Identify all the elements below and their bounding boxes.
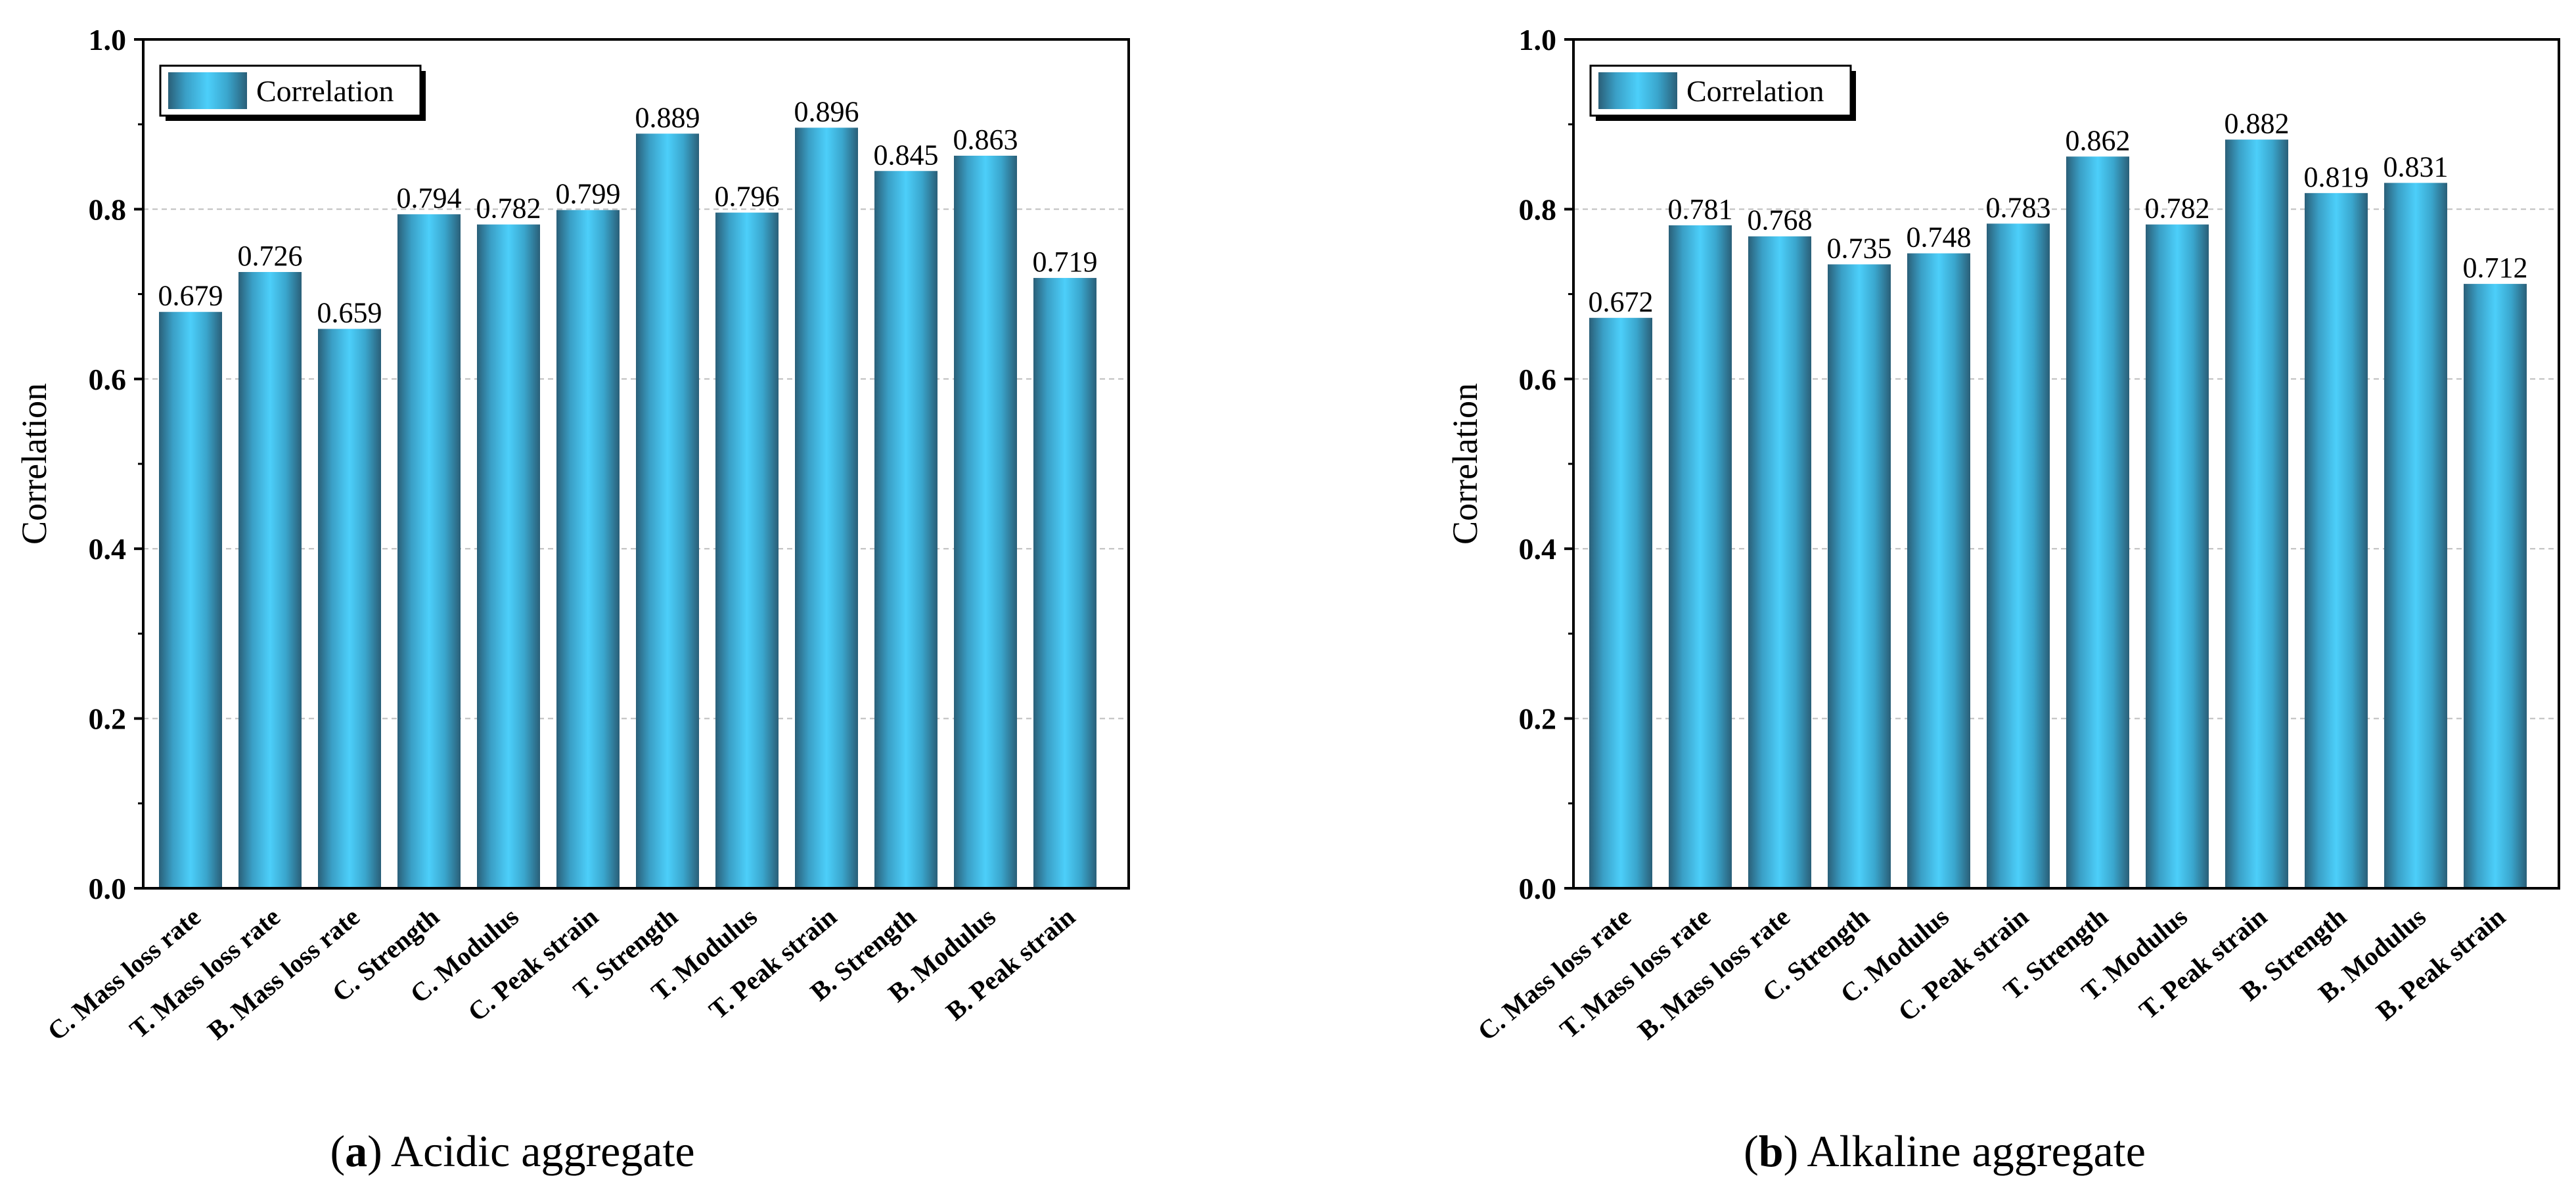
data-label: 0.735 xyxy=(1827,232,1892,264)
data-label: 0.794 xyxy=(397,182,462,214)
data-label: 0.799 xyxy=(556,178,621,210)
y-tick-label: 0.0 xyxy=(1519,872,1557,905)
bar xyxy=(1748,236,1811,888)
y-tick-label: 0.2 xyxy=(89,702,127,736)
y-tick-label: 1.0 xyxy=(1519,23,1557,57)
data-label: 0.712 xyxy=(2463,252,2528,284)
data-label: 0.882 xyxy=(2225,107,2290,139)
data-label: 0.672 xyxy=(1589,286,1654,318)
data-label: 0.863 xyxy=(953,124,1018,156)
data-label: 0.889 xyxy=(635,101,700,133)
y-tick-label: 0.8 xyxy=(1519,193,1557,226)
y-tick-label: 1.0 xyxy=(89,23,127,57)
bar xyxy=(2305,193,2368,888)
y-tick-label: 0.8 xyxy=(89,193,127,226)
bar xyxy=(1828,264,1891,888)
bar xyxy=(715,212,779,888)
y-tick-label: 0.4 xyxy=(1519,532,1557,566)
bar xyxy=(636,133,699,889)
bar xyxy=(2066,156,2129,888)
y-tick-label: 0.0 xyxy=(89,872,127,905)
bar xyxy=(2464,284,2527,888)
data-label: 0.862 xyxy=(2066,124,2131,156)
bar xyxy=(238,272,302,888)
data-label: 0.768 xyxy=(1748,204,1813,237)
bar xyxy=(954,156,1017,888)
legend-label: Correlation xyxy=(256,74,394,108)
bar xyxy=(874,171,938,888)
legend-swatch xyxy=(168,72,247,109)
data-label: 0.782 xyxy=(476,193,541,225)
bar xyxy=(1589,317,1652,888)
data-label: 0.796 xyxy=(715,181,780,213)
data-label: 0.845 xyxy=(874,139,939,171)
y-tick-label: 0.4 xyxy=(89,532,127,566)
bar xyxy=(1669,225,1732,888)
bar xyxy=(556,210,620,888)
bar xyxy=(477,224,540,888)
y-axis-label: Correlation xyxy=(14,383,54,545)
y-axis-label: Correlation xyxy=(1445,383,1485,545)
bar xyxy=(2146,224,2209,888)
legend-swatch xyxy=(1598,72,1677,109)
bar xyxy=(2384,183,2447,888)
figure-caption: (a) Acidic aggregate xyxy=(330,1126,694,1176)
bar xyxy=(397,214,461,889)
data-label: 0.748 xyxy=(1907,221,1972,254)
legend-label: Correlation xyxy=(1686,74,1824,108)
bar xyxy=(318,329,381,888)
bar xyxy=(795,127,858,888)
figure-caption: (b) Alkaline aggregate xyxy=(1744,1126,2146,1176)
data-label: 0.896 xyxy=(794,95,859,127)
bar xyxy=(2225,139,2288,888)
data-label: 0.679 xyxy=(158,280,223,312)
bar xyxy=(1907,253,1970,889)
bar xyxy=(1987,223,2050,888)
data-label: 0.831 xyxy=(2384,150,2449,183)
bar xyxy=(159,311,222,888)
data-label: 0.659 xyxy=(317,297,382,329)
data-label: 0.819 xyxy=(2304,161,2369,193)
data-label: 0.719 xyxy=(1033,246,1098,278)
bar xyxy=(1033,278,1096,888)
data-label: 0.781 xyxy=(1668,193,1733,225)
y-tick-label: 0.2 xyxy=(1519,702,1557,736)
y-tick-label: 0.6 xyxy=(1519,363,1557,396)
data-label: 0.783 xyxy=(1986,191,2051,223)
data-label: 0.726 xyxy=(238,240,303,272)
y-tick-label: 0.6 xyxy=(89,363,127,396)
data-label: 0.782 xyxy=(2145,193,2210,225)
